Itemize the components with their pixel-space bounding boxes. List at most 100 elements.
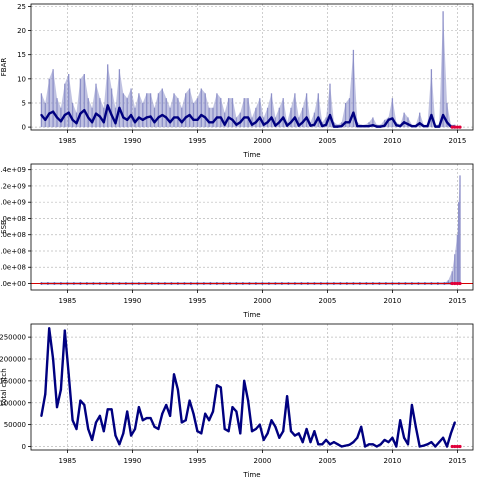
projection-point bbox=[450, 125, 454, 129]
y-axis-label: total catch bbox=[0, 368, 8, 405]
y-tick-label: .0e+08 bbox=[0, 264, 26, 272]
median-point bbox=[172, 116, 176, 119]
median-point bbox=[340, 445, 343, 448]
median-point bbox=[430, 441, 433, 444]
median-point bbox=[208, 121, 211, 124]
median-point bbox=[254, 121, 257, 124]
median-point bbox=[356, 436, 359, 439]
median-point bbox=[391, 436, 394, 439]
x-tick-label: 2015 bbox=[448, 457, 466, 465]
median-point bbox=[406, 443, 410, 446]
median-point bbox=[79, 112, 82, 115]
median-point bbox=[239, 432, 242, 435]
x-tick-label: 2005 bbox=[318, 457, 336, 465]
x-tick-label: 2015 bbox=[448, 137, 466, 145]
median-point bbox=[44, 392, 47, 396]
median-point bbox=[196, 118, 199, 121]
median-point bbox=[274, 425, 277, 428]
y-tick-label: 10 bbox=[17, 75, 26, 83]
median-point bbox=[360, 125, 363, 128]
projection-point bbox=[455, 281, 459, 286]
median-point bbox=[219, 386, 222, 389]
y-tick-label: 150000 bbox=[0, 377, 26, 385]
median-point bbox=[114, 434, 117, 437]
x-tick-label: 1985 bbox=[58, 297, 76, 305]
projection-point bbox=[453, 125, 457, 129]
median-point bbox=[426, 125, 429, 128]
median-point bbox=[215, 116, 218, 119]
x-axis-label: Time bbox=[242, 311, 260, 319]
median-point bbox=[438, 441, 441, 444]
median-point bbox=[243, 116, 246, 119]
median-point bbox=[332, 441, 335, 444]
median-point bbox=[309, 124, 312, 127]
median-point bbox=[63, 113, 66, 117]
median-point bbox=[71, 118, 74, 121]
median-point bbox=[395, 445, 398, 448]
x-tick-label: 1995 bbox=[188, 137, 206, 145]
median-point bbox=[204, 116, 207, 119]
median-point bbox=[406, 123, 410, 126]
median-point bbox=[367, 125, 371, 128]
median-point bbox=[383, 438, 386, 442]
median-point bbox=[44, 118, 47, 121]
plot-frame bbox=[30, 323, 474, 451]
x-tick-label: 1995 bbox=[188, 457, 206, 465]
uncertainty-band bbox=[444, 175, 460, 284]
median-point bbox=[364, 445, 367, 448]
median-point bbox=[176, 116, 179, 119]
median-point bbox=[83, 109, 86, 112]
median-point bbox=[145, 416, 148, 420]
y-tick-label: .0e+08 bbox=[0, 247, 26, 255]
median-point bbox=[399, 419, 402, 422]
median-point bbox=[434, 125, 437, 128]
median-point bbox=[399, 125, 402, 128]
y-tick-label: .0e+09 bbox=[0, 199, 26, 207]
median-point bbox=[188, 113, 191, 117]
median-point bbox=[383, 124, 386, 127]
median-point bbox=[231, 118, 234, 121]
median-point bbox=[71, 419, 74, 422]
y-tick-label: .0e+08 bbox=[0, 215, 26, 223]
median-point bbox=[289, 121, 293, 124]
median-point bbox=[91, 121, 94, 124]
median-point bbox=[110, 408, 113, 411]
median-point bbox=[328, 113, 332, 117]
x-tick-label: 2000 bbox=[253, 457, 271, 465]
y-tick-label: .2e+09 bbox=[0, 182, 26, 190]
median-point bbox=[282, 116, 285, 119]
median-point bbox=[360, 425, 363, 428]
median-point bbox=[301, 121, 304, 124]
x-tick-label: 2010 bbox=[383, 457, 401, 465]
median-point bbox=[375, 125, 378, 128]
x-tick-label: 1990 bbox=[123, 457, 141, 465]
median-point bbox=[379, 125, 382, 128]
median-point bbox=[305, 116, 308, 119]
median-point bbox=[410, 403, 413, 407]
projection-point bbox=[453, 444, 457, 449]
median-point bbox=[414, 425, 417, 428]
projection-point bbox=[458, 444, 462, 449]
median-point bbox=[286, 395, 289, 398]
y-tick-label: .4e+09 bbox=[0, 166, 26, 174]
median-point bbox=[91, 438, 94, 442]
median-point bbox=[336, 125, 339, 128]
median-point bbox=[169, 414, 172, 417]
median-point bbox=[332, 125, 335, 128]
median-point bbox=[258, 423, 261, 426]
median-point bbox=[192, 412, 195, 415]
x-tick-label: 1985 bbox=[58, 457, 76, 465]
median-point bbox=[227, 430, 230, 433]
median-point bbox=[321, 443, 324, 446]
median-point bbox=[258, 116, 261, 119]
median-point bbox=[180, 121, 183, 124]
y-tick-label: 100000 bbox=[0, 399, 26, 407]
median-point bbox=[94, 112, 98, 115]
median-point bbox=[278, 121, 281, 124]
y-tick-label: .0e+00 bbox=[0, 280, 26, 288]
median-point bbox=[94, 421, 98, 424]
projection-point bbox=[455, 125, 459, 129]
median-point bbox=[426, 443, 429, 446]
median-point bbox=[293, 116, 296, 119]
x-tick-label: 2000 bbox=[253, 297, 271, 305]
